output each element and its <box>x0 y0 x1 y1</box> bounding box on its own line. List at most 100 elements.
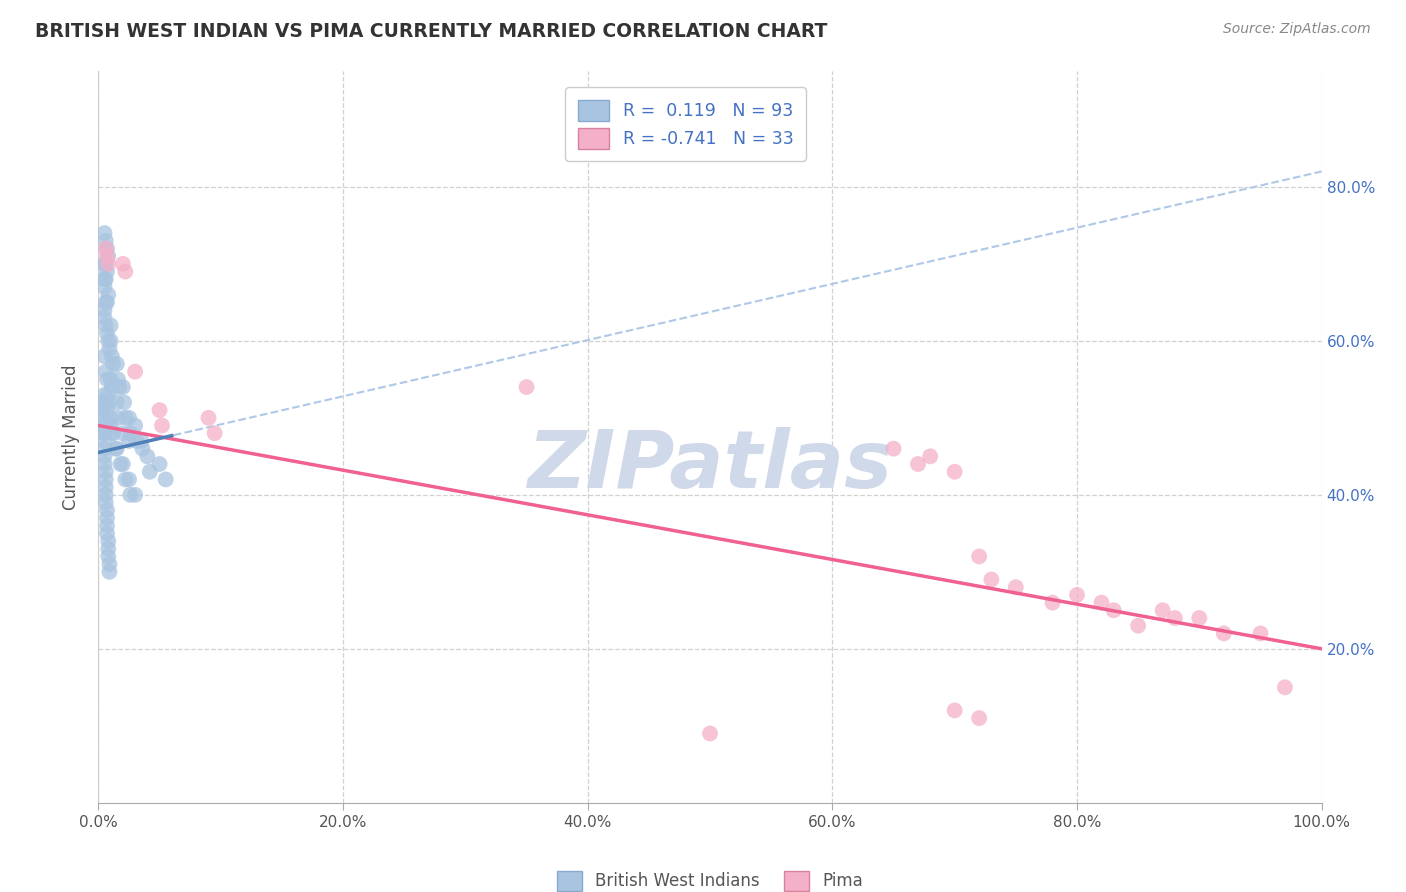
Point <box>1102 603 1125 617</box>
Point <box>118 434 141 448</box>
Point <box>980 573 1002 587</box>
Point <box>93 226 115 240</box>
Point <box>91 395 114 409</box>
Point <box>883 442 905 456</box>
Point <box>124 488 146 502</box>
Point <box>94 295 117 310</box>
Point <box>93 257 115 271</box>
Point <box>96 503 118 517</box>
Text: BRITISH WEST INDIAN VS PIMA CURRENTLY MARRIED CORRELATION CHART: BRITISH WEST INDIAN VS PIMA CURRENTLY MA… <box>35 22 828 41</box>
Point <box>907 457 929 471</box>
Point <box>96 372 118 386</box>
Point <box>967 549 990 564</box>
Point <box>204 426 226 441</box>
Point <box>97 534 120 549</box>
Point <box>100 318 122 333</box>
Point <box>120 488 142 502</box>
Point <box>120 426 142 441</box>
Point <box>967 711 990 725</box>
Point <box>97 287 120 301</box>
Point <box>94 480 117 494</box>
Point <box>1066 588 1088 602</box>
Point <box>129 434 152 448</box>
Point <box>1274 681 1296 695</box>
Point <box>91 418 114 433</box>
Point <box>1004 580 1026 594</box>
Point <box>1212 626 1234 640</box>
Point <box>94 488 117 502</box>
Point <box>96 242 118 256</box>
Point <box>139 465 162 479</box>
Point <box>91 426 114 441</box>
Point <box>97 388 120 402</box>
Point <box>93 303 115 318</box>
Point <box>943 465 966 479</box>
Point <box>112 395 135 409</box>
Point <box>197 410 219 425</box>
Point <box>94 495 117 509</box>
Point <box>97 541 120 556</box>
Point <box>101 349 124 363</box>
Point <box>100 334 122 348</box>
Point <box>699 726 721 740</box>
Point <box>114 264 136 278</box>
Point <box>94 318 117 333</box>
Point <box>149 403 172 417</box>
Point <box>1249 626 1271 640</box>
Point <box>155 472 177 486</box>
Point <box>96 511 118 525</box>
Point <box>94 272 117 286</box>
Point <box>1128 618 1150 632</box>
Point <box>104 442 127 456</box>
Point <box>101 426 124 441</box>
Point <box>1090 596 1112 610</box>
Point <box>515 380 537 394</box>
Point <box>124 418 146 433</box>
Point <box>105 395 128 409</box>
Point <box>97 334 120 348</box>
Point <box>105 442 128 456</box>
Point <box>1164 611 1187 625</box>
Point <box>1188 611 1211 625</box>
Point <box>131 442 153 456</box>
Point <box>114 472 136 486</box>
Point <box>920 450 942 464</box>
Legend: British West Indians, Pima: British West Indians, Pima <box>548 863 872 892</box>
Point <box>110 457 132 471</box>
Point <box>98 565 121 579</box>
Point <box>94 472 117 486</box>
Point <box>96 295 118 310</box>
Point <box>105 357 128 371</box>
Point <box>1042 596 1064 610</box>
Point <box>98 342 121 356</box>
Point <box>91 410 114 425</box>
Point <box>100 418 122 433</box>
Point <box>96 249 118 263</box>
Point <box>93 450 115 464</box>
Point <box>98 557 121 571</box>
Point <box>97 257 120 271</box>
Point <box>101 357 124 371</box>
Point <box>101 380 124 394</box>
Point <box>100 372 122 386</box>
Point <box>111 426 134 441</box>
Point <box>97 549 120 564</box>
Y-axis label: Currently Married: Currently Married <box>62 364 80 510</box>
Point <box>93 434 115 448</box>
Point <box>94 395 117 409</box>
Point <box>94 465 117 479</box>
Point <box>93 442 115 456</box>
Point <box>93 349 115 363</box>
Point <box>107 372 129 386</box>
Point <box>125 434 148 448</box>
Point <box>111 380 134 394</box>
Text: Source: ZipAtlas.com: Source: ZipAtlas.com <box>1223 22 1371 37</box>
Point <box>118 410 141 425</box>
Point <box>96 403 118 417</box>
Point <box>943 703 966 717</box>
Point <box>93 280 115 294</box>
Point <box>118 472 141 486</box>
Point <box>124 365 146 379</box>
Point <box>100 410 122 425</box>
Text: ZIPatlas: ZIPatlas <box>527 427 893 506</box>
